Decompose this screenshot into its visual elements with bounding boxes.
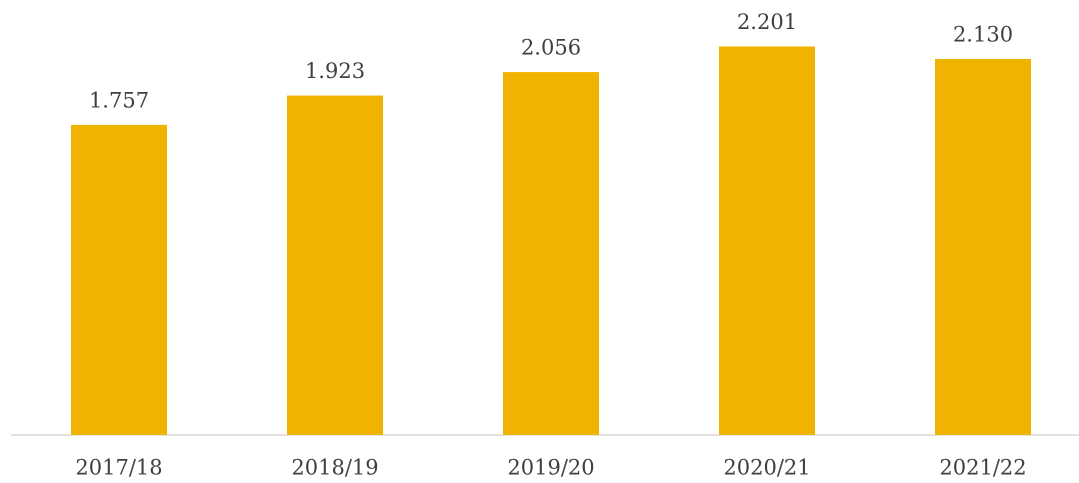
- value-label: 2.056: [521, 36, 581, 60]
- value-label: 2.130: [953, 23, 1013, 47]
- value-label: 1.757: [89, 88, 149, 112]
- bar: [71, 124, 167, 435]
- bar: [935, 59, 1031, 435]
- x-tick-label: 2019/20: [507, 456, 594, 480]
- x-tick-label: 2018/19: [291, 456, 378, 480]
- x-tick-label: 2021/22: [939, 456, 1026, 480]
- value-label: 2.201: [737, 10, 797, 34]
- x-tick-label: 2020/21: [723, 456, 810, 480]
- x-tick-label: 2017/18: [75, 456, 162, 480]
- bar: [503, 72, 599, 436]
- value-label: 1.923: [305, 59, 365, 83]
- bar: [287, 95, 383, 435]
- bar: [719, 46, 815, 436]
